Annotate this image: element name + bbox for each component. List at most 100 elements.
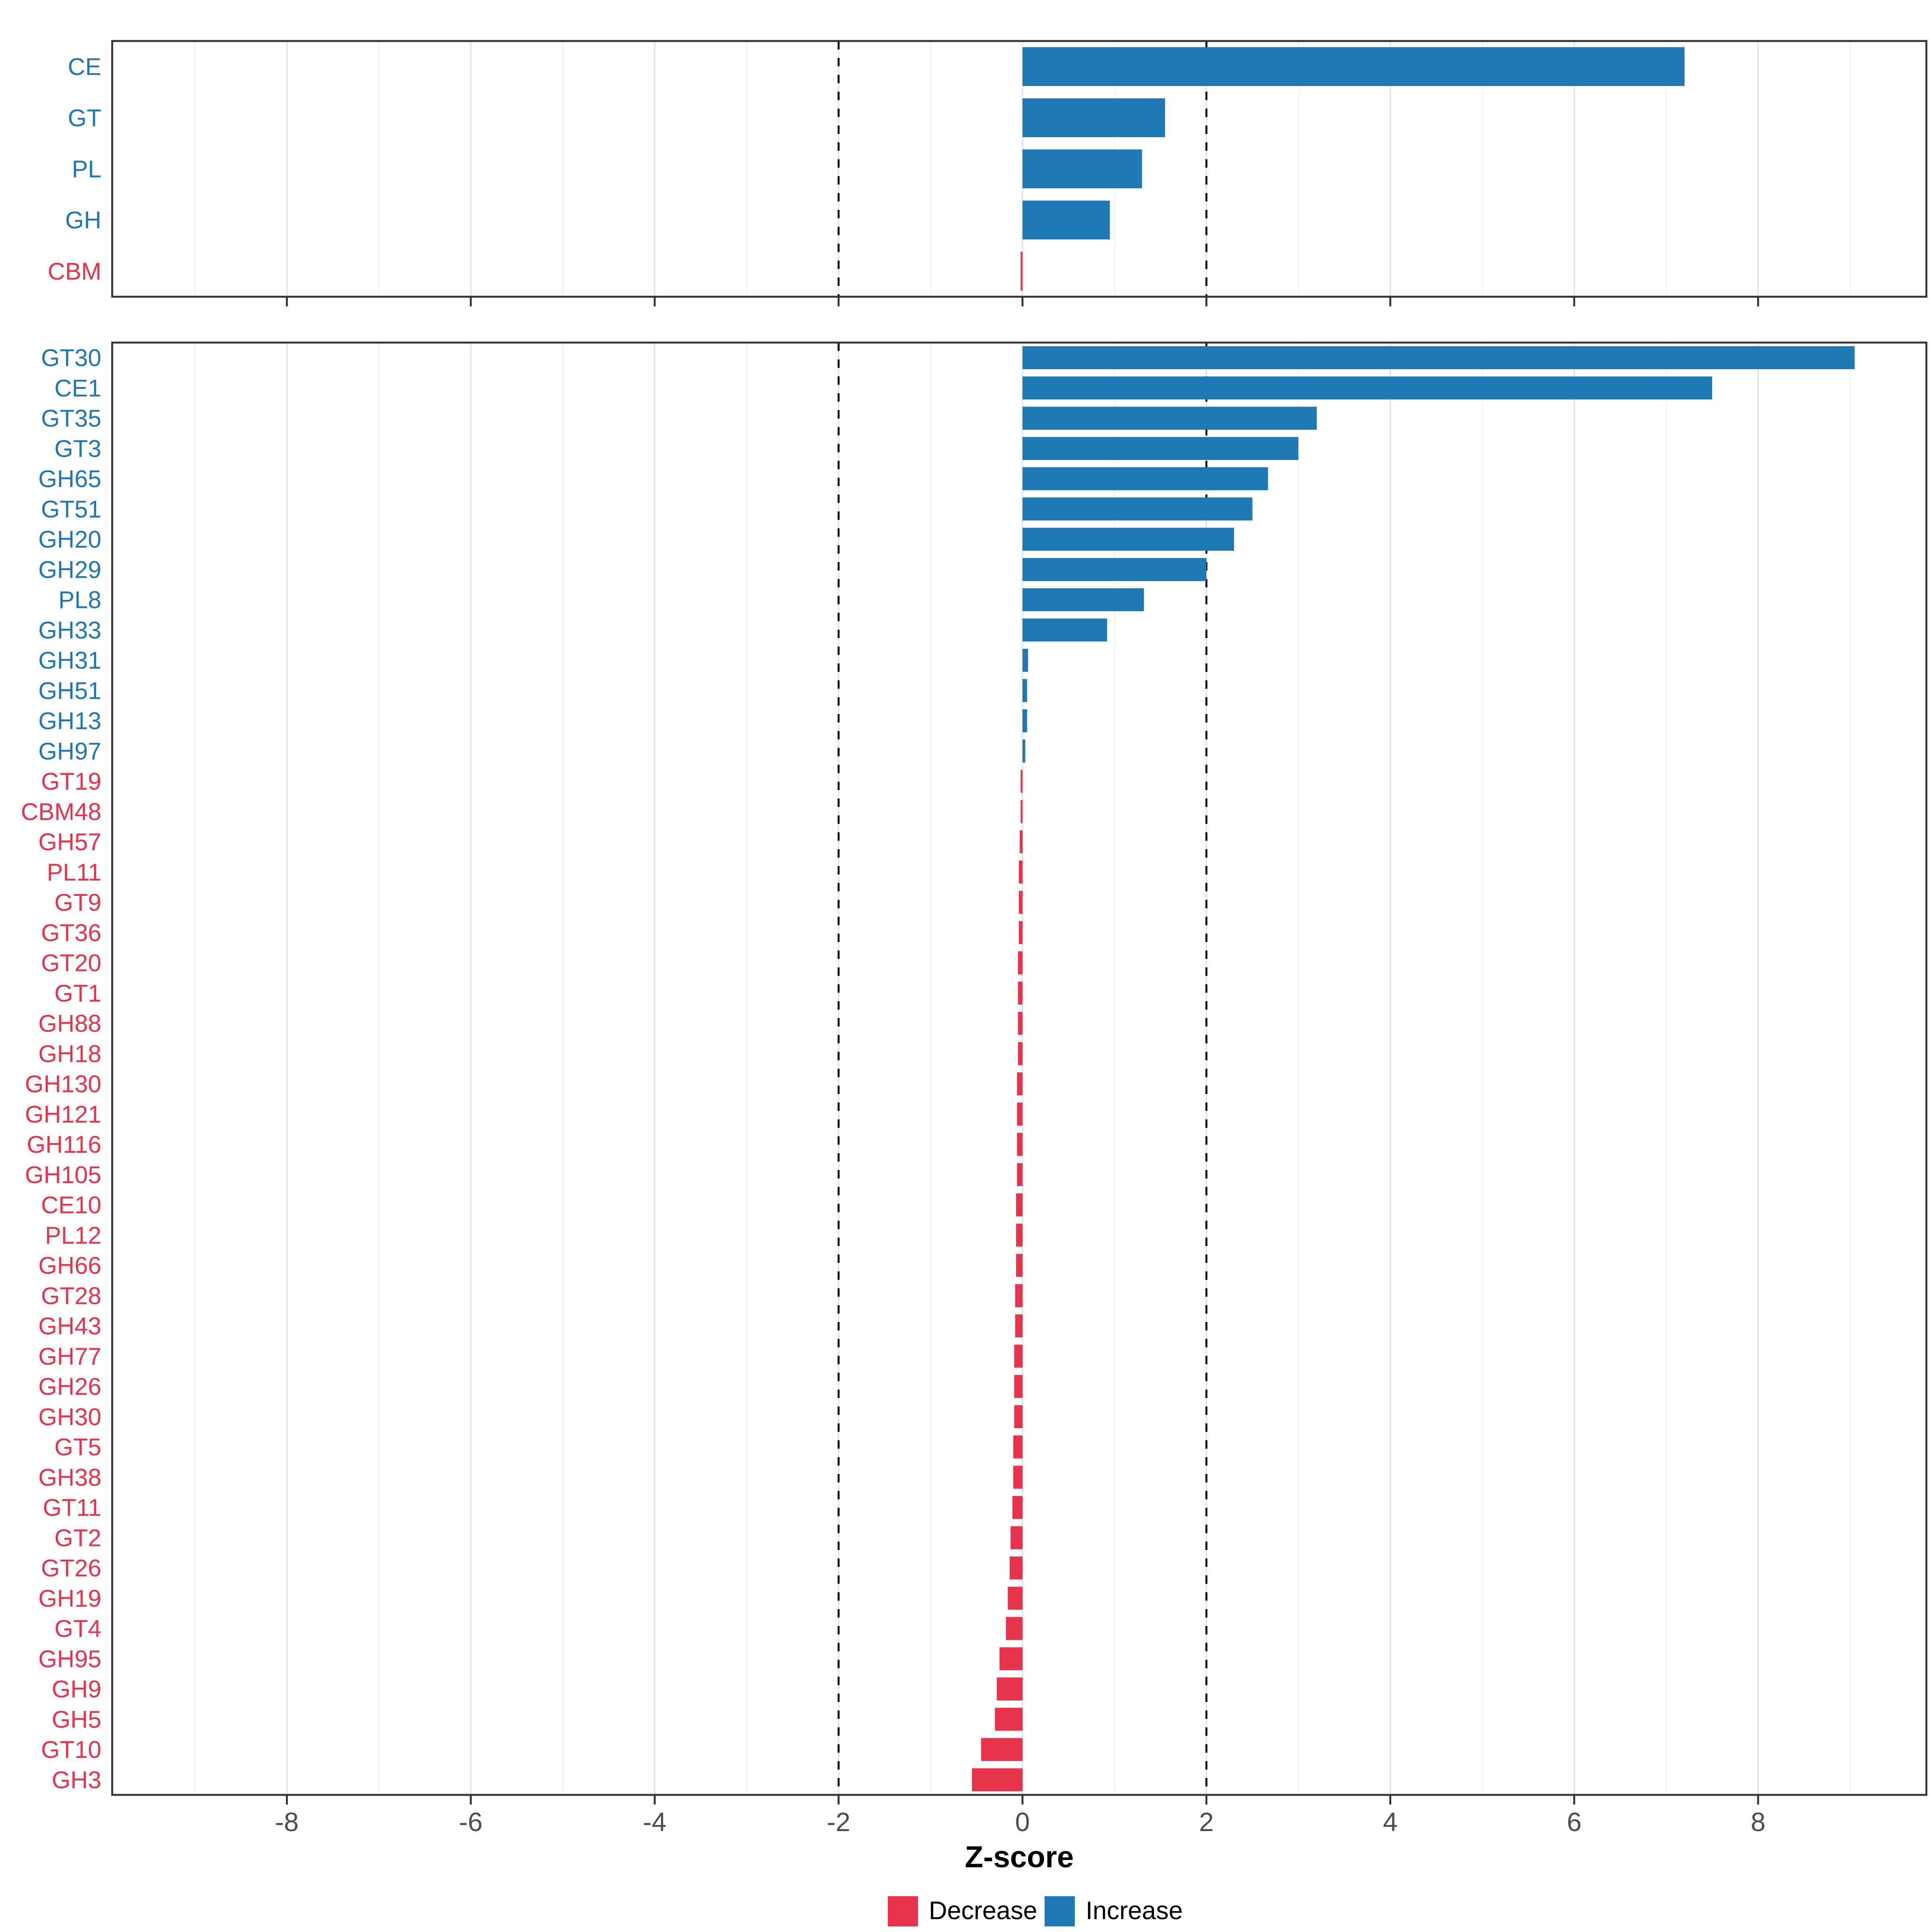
bar-GT2 <box>1010 1526 1023 1549</box>
y-label-GT1: GT1 <box>54 980 101 1007</box>
y-label-CE: CE <box>68 53 101 80</box>
legend-label-increase: Increase <box>1086 1897 1183 1925</box>
y-label-CBM48: CBM48 <box>21 798 101 825</box>
x-tick-label: 2 <box>1199 1807 1214 1837</box>
bar-GT20 <box>1018 951 1023 975</box>
y-label-GT20: GT20 <box>41 950 101 977</box>
bar-GH3 <box>972 1768 1023 1791</box>
y-label-GH30: GH30 <box>38 1403 101 1430</box>
y-label-GH66: GH66 <box>38 1252 101 1279</box>
y-label-GT26: GT26 <box>41 1555 101 1582</box>
y-label-GH: GH <box>65 207 101 234</box>
y-label-GH3: GH3 <box>52 1766 101 1793</box>
bar-GH130 <box>1017 1072 1023 1096</box>
bar-GT1 <box>1018 981 1023 1005</box>
y-label-GH77: GH77 <box>38 1343 101 1370</box>
bar-GH31 <box>1022 649 1028 672</box>
bar-GH <box>1022 200 1110 240</box>
y-label-GT4: GT4 <box>54 1615 101 1642</box>
y-label-GH33: GH33 <box>38 617 101 644</box>
y-label-GH51: GH51 <box>38 677 101 704</box>
bar-GT35 <box>1022 407 1317 430</box>
bar-GH116 <box>1017 1133 1023 1156</box>
bar-CE <box>1022 47 1685 86</box>
y-label-GT: GT <box>68 105 101 131</box>
y-label-GT9: GT9 <box>54 889 101 916</box>
y-label-PL12: PL12 <box>45 1222 101 1249</box>
x-tick-label: -2 <box>827 1807 850 1837</box>
y-label-GH121: GH121 <box>25 1101 101 1128</box>
bar-GH65 <box>1022 467 1268 491</box>
y-label-GT3: GT3 <box>54 435 101 462</box>
y-label-GH31: GH31 <box>38 647 101 674</box>
bar-GH77 <box>1014 1345 1023 1368</box>
bar-GH20 <box>1022 528 1234 551</box>
y-label-GH29: GH29 <box>38 556 101 583</box>
bar-PL12 <box>1016 1224 1023 1247</box>
legend-swatch-increase <box>1045 1896 1075 1926</box>
x-tick-label: -4 <box>643 1807 667 1837</box>
bar-GT28 <box>1015 1284 1023 1307</box>
bar-PL8 <box>1022 588 1144 612</box>
y-label-GT28: GT28 <box>41 1282 101 1309</box>
x-tick-label: -6 <box>459 1807 483 1837</box>
y-label-PL11: PL11 <box>47 859 101 886</box>
legend: Decrease Increase <box>888 1896 1183 1926</box>
cazyme-class-panel-border <box>111 40 1928 298</box>
bar-GT10 <box>981 1738 1023 1761</box>
y-label-GH97: GH97 <box>38 738 101 765</box>
bar-GH13 <box>1022 709 1027 733</box>
y-label-GT35: GT35 <box>41 405 101 432</box>
bar-GT5 <box>1013 1435 1023 1459</box>
y-label-GT2: GT2 <box>54 1524 101 1551</box>
bar-GT <box>1022 98 1165 138</box>
y-label-GT51: GT51 <box>41 496 101 523</box>
bar-GH5 <box>995 1708 1023 1731</box>
y-label-GT30: GT30 <box>41 345 101 372</box>
y-label-GH95: GH95 <box>38 1645 101 1672</box>
y-label-GH57: GH57 <box>38 829 101 856</box>
cazyme-family-panel-border <box>111 341 1928 1796</box>
bar-CBM <box>1020 252 1023 291</box>
bar-PL <box>1022 149 1142 189</box>
x-tick-label: 6 <box>1567 1807 1582 1837</box>
y-label-GT10: GT10 <box>41 1736 101 1763</box>
bar-CE10 <box>1016 1193 1023 1217</box>
y-label-GH88: GH88 <box>38 1010 101 1037</box>
x-axis-title: Z-score <box>965 1840 1074 1874</box>
bar-GH26 <box>1014 1375 1023 1398</box>
y-label-GH9: GH9 <box>52 1676 101 1703</box>
bar-GH33 <box>1022 618 1107 642</box>
bar-GH88 <box>1018 1012 1023 1035</box>
y-label-GH26: GH26 <box>38 1373 101 1400</box>
y-label-GT36: GT36 <box>41 919 101 946</box>
bar-GH19 <box>1008 1587 1023 1610</box>
x-tick-label: 0 <box>1015 1807 1030 1837</box>
y-label-PL: PL <box>72 156 101 183</box>
y-label-GH38: GH38 <box>38 1464 101 1491</box>
y-label-GH18: GH18 <box>38 1040 101 1067</box>
bar-GT9 <box>1018 891 1023 914</box>
bar-GT4 <box>1006 1617 1023 1640</box>
y-label-PL8: PL8 <box>58 587 101 614</box>
bar-GH105 <box>1017 1163 1023 1186</box>
bar-GT26 <box>1009 1556 1023 1580</box>
y-label-GH43: GH43 <box>38 1313 101 1340</box>
bar-GH57 <box>1020 830 1023 854</box>
y-label-GH20: GH20 <box>38 526 101 553</box>
y-label-GH130: GH130 <box>25 1071 101 1098</box>
y-label-GH105: GH105 <box>25 1161 101 1188</box>
bar-GT36 <box>1018 921 1023 944</box>
bar-GT19 <box>1020 770 1023 793</box>
x-tick-label: -8 <box>275 1807 299 1837</box>
y-label-GH5: GH5 <box>52 1706 101 1733</box>
legend-label-decrease: Decrease <box>929 1897 1037 1925</box>
y-label-GH116: GH116 <box>27 1131 101 1158</box>
bar-GH66 <box>1016 1254 1023 1277</box>
bar-GH9 <box>996 1677 1023 1701</box>
y-label-GT5: GT5 <box>54 1434 101 1461</box>
bar-GT3 <box>1022 437 1299 460</box>
y-label-CE1: CE1 <box>54 375 101 402</box>
bar-CBM48 <box>1020 800 1023 823</box>
